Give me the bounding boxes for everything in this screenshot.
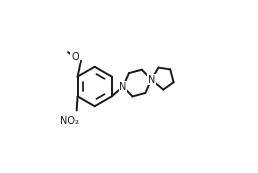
Text: N: N bbox=[119, 81, 127, 92]
Text: O: O bbox=[71, 52, 79, 62]
Text: NO₂: NO₂ bbox=[60, 116, 79, 126]
Text: N: N bbox=[148, 75, 155, 85]
